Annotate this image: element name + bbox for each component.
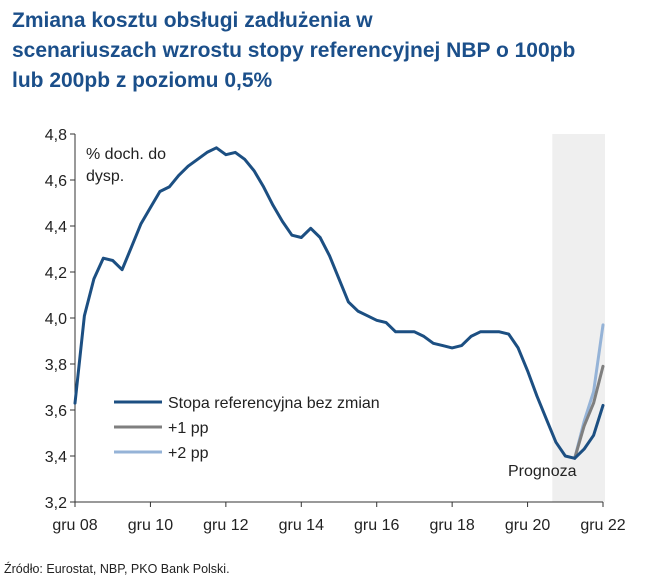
x-tick-label: gru 20 — [505, 517, 550, 534]
data-point-base — [224, 153, 228, 156]
legend-label-base: Stopa referencyjna bez zmian — [168, 395, 380, 412]
data-point-base — [309, 227, 312, 230]
x-tick-label: gru 18 — [429, 517, 474, 534]
y-tick-label: 4,2 — [45, 265, 67, 282]
data-point-base — [545, 418, 548, 421]
data-point-base — [488, 330, 492, 333]
data-point-base — [384, 321, 388, 324]
data-point-base — [450, 346, 454, 350]
data-point-base — [177, 174, 180, 177]
data-point-base — [469, 335, 473, 338]
data-point-plus2 — [601, 323, 605, 327]
data-point-base — [262, 185, 265, 189]
y-tick-label: 3,4 — [45, 449, 67, 466]
data-point-base — [573, 457, 576, 460]
y-tick-label: 4,0 — [45, 311, 67, 328]
x-tick-label: gru 16 — [354, 517, 399, 534]
legend-label-plus1: +1 pp — [168, 420, 209, 437]
axes: 3,2 3,4 3,6 3,8 4,0 4,2 4,4 4,6 4,8 gru 08 gru 10 g… — [45, 127, 626, 534]
y-tick-label: 3,2 — [45, 495, 67, 512]
data-point-base — [111, 259, 114, 262]
data-point-base — [375, 319, 378, 322]
data-point-base — [592, 434, 595, 437]
y-tick-label: 3,8 — [45, 357, 67, 374]
data-point-base — [403, 330, 407, 333]
data-point-base — [498, 330, 501, 333]
data-point-base — [243, 158, 246, 161]
data-point-base — [120, 268, 124, 271]
data-point-base — [92, 277, 96, 281]
data-point-base — [102, 257, 105, 260]
data-point-base — [564, 454, 567, 458]
data-point-base — [73, 401, 77, 405]
x-tick-label: gru 12 — [203, 517, 248, 534]
data-point-plus1 — [592, 401, 595, 405]
data-point-base — [460, 344, 463, 347]
x-tick-label: gru 22 — [580, 517, 625, 534]
data-point-base — [347, 300, 350, 304]
ylabel-annotation-line-2: dysp. — [86, 168, 124, 185]
legend-label-plus2: +2 pp — [168, 445, 209, 462]
source-note: Źródło: Eurostat, NBP, PKO Bank Polski. — [4, 562, 230, 576]
data-point-base — [356, 309, 360, 313]
y-tick-label: 4,8 — [45, 127, 67, 144]
forecast-label: Prognoza — [508, 463, 577, 480]
data-point-base — [601, 404, 605, 407]
data-point-base — [507, 332, 510, 336]
ylabel-annotation-line-1: % doch. do — [86, 146, 166, 163]
legend: Stopa referencyjna bez zmian +1 pp +2 pp — [114, 395, 380, 462]
annotations: % doch. do dysp. Prognoza — [86, 146, 577, 480]
data-point-base — [205, 151, 209, 154]
x-tick-label: gru 14 — [279, 517, 324, 534]
y-tick-label: 4,4 — [45, 219, 67, 236]
series-line-plus1 — [573, 364, 605, 460]
data-point-base — [328, 254, 331, 258]
x-tick-label: gru 10 — [128, 517, 173, 534]
data-point-base — [215, 146, 218, 149]
title-line-2: scenariuszach wzrostu stopy referencyjne… — [12, 39, 576, 62]
data-point-base — [318, 236, 322, 239]
data-point-base — [168, 185, 171, 189]
data-point-base — [290, 234, 294, 237]
data-point-base — [366, 314, 369, 317]
data-point-base — [83, 314, 86, 317]
data-point-base — [554, 441, 558, 444]
data-point-base — [234, 151, 237, 154]
data-point-base — [413, 330, 416, 333]
data-point-base — [271, 204, 275, 207]
data-point-base — [337, 277, 341, 281]
y-tick-label: 3,6 — [45, 403, 67, 420]
data-point-base — [158, 190, 162, 193]
data-point-base — [535, 395, 539, 398]
title-line-3: lub 200pb z poziomu 0,5% — [12, 69, 273, 92]
data-point-plus2 — [592, 390, 595, 393]
chart-title: Zmiana kosztu obsługi zadłużenia w scena… — [12, 6, 642, 96]
data-point-base — [196, 158, 199, 161]
data-point-base — [422, 335, 426, 338]
data-point-base — [252, 169, 256, 172]
y-tick-label: 4,6 — [45, 173, 67, 190]
data-point-base — [130, 245, 133, 248]
series-lines — [73, 146, 605, 460]
data-point-base — [441, 344, 444, 347]
data-point-base — [432, 342, 435, 345]
data-point-base — [394, 330, 397, 333]
data-point-base — [516, 346, 520, 350]
data-point-base — [281, 220, 284, 223]
data-point-base — [139, 222, 143, 225]
data-point-base — [300, 236, 303, 239]
data-point-base — [582, 447, 586, 451]
data-point-plus1 — [601, 365, 605, 368]
data-point-base — [186, 165, 190, 168]
data-point-base — [149, 206, 152, 209]
x-tick-label: gru 08 — [52, 517, 97, 534]
data-point-base — [526, 369, 529, 373]
title-line-1: Zmiana kosztu obsługi zadłużenia w — [12, 9, 373, 32]
data-point-base — [479, 330, 482, 333]
data-point-plus1 — [582, 424, 586, 428]
